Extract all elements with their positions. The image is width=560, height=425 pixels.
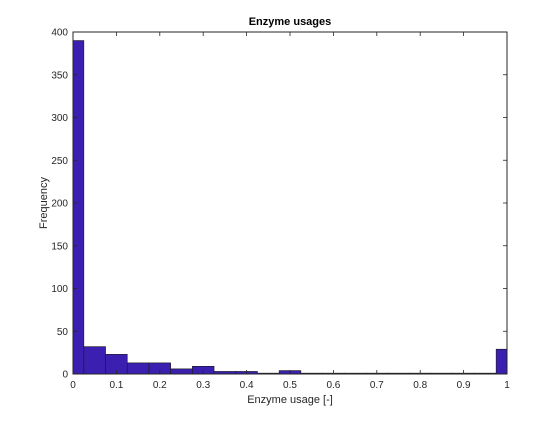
- histogram-bar: [170, 368, 193, 375]
- y-tick-label: 350: [51, 70, 68, 81]
- x-tick-label: 0.8: [413, 380, 427, 391]
- x-tick-label: 0.5: [283, 380, 297, 391]
- y-tick-label: 100: [51, 284, 68, 295]
- x-tick-label: 0.2: [153, 380, 167, 391]
- x-tick-label: 0.9: [457, 380, 471, 391]
- x-tick-label: 0.1: [109, 380, 123, 391]
- histogram-bar: [495, 348, 508, 375]
- x-tick-label: 0: [70, 380, 76, 391]
- plot-area-background: [73, 32, 507, 374]
- y-tick-label: 200: [51, 199, 68, 210]
- x-tick-label: 0.7: [370, 380, 384, 391]
- x-tick-label: 1: [504, 380, 510, 391]
- y-tick-label: 0: [62, 370, 68, 381]
- y-tick-label: 400: [51, 28, 68, 39]
- y-tick-label: 50: [57, 327, 69, 338]
- x-axis-label: Enzyme usage [-]: [247, 394, 333, 406]
- y-tick-label: 150: [51, 241, 68, 252]
- y-axis-label: Frequency: [38, 177, 50, 229]
- histogram-bar: [126, 362, 150, 375]
- y-ticks-group: 0 50 100 150 200 250 300 350 400: [51, 28, 507, 381]
- chart-title: Enzyme usages: [249, 16, 332, 28]
- histogram-bar: [83, 346, 106, 375]
- x-ticks-group: 0 0.1 0.2 0.3 0.4 0.5 0.6 0.7 0.8 0.9 1: [70, 32, 510, 391]
- x-tick-label: 0.3: [196, 380, 210, 391]
- y-tick-label: 300: [51, 113, 68, 124]
- histogram-bar: [72, 40, 85, 375]
- x-tick-label: 0.4: [240, 380, 254, 391]
- x-tick-label: 0.6: [326, 380, 340, 391]
- y-tick-label: 250: [51, 156, 68, 167]
